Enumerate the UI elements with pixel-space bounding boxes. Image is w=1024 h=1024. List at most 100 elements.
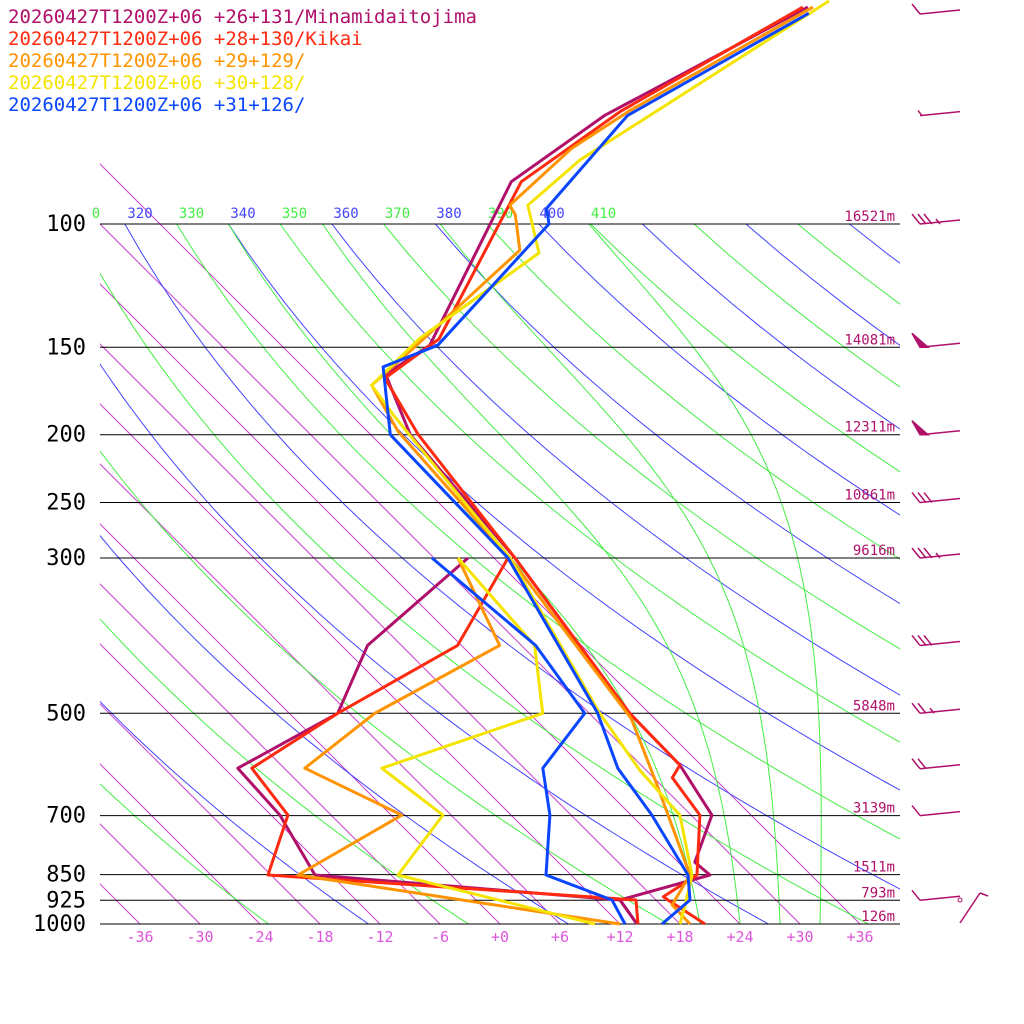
- temperature-line-series-3: [370, 0, 830, 925]
- barb-full: [923, 213, 933, 225]
- profiles: [236, 0, 830, 926]
- barb-pennant: [911, 420, 930, 436]
- barb-shaft: [919, 810, 961, 817]
- x-tick-label: -36: [126, 928, 153, 946]
- height-label: 9616m: [853, 543, 895, 559]
- dry-adiabat-line: [797, 224, 900, 305]
- x-tick-label: -12: [366, 928, 393, 946]
- dry-adiabats: [100, 224, 900, 924]
- theta-label: 320: [127, 206, 152, 222]
- height-label: 5848m: [853, 698, 895, 714]
- barb-shaft: [919, 110, 961, 117]
- dry-adiabat-line: [227, 224, 900, 791]
- calm-circle: [957, 897, 963, 903]
- dry-adiabat-line: [745, 224, 900, 346]
- barb-full: [923, 547, 933, 559]
- height-label: 3139m: [853, 801, 895, 817]
- isotherm-line: [100, 823, 201, 924]
- pressure-label: 1000: [33, 912, 86, 937]
- temperature-line-series-0: [384, 5, 809, 925]
- wind-barb: [911, 420, 961, 436]
- wind-barb: [911, 702, 961, 715]
- dewpoint-line-series-1: [250, 557, 640, 925]
- wind-barbs: [911, 3, 961, 902]
- x-tick-label: +30: [786, 928, 813, 946]
- barb-half: [935, 552, 941, 559]
- barb-full: [923, 634, 933, 646]
- theta-label: 400: [539, 206, 564, 222]
- isotherm-line: [100, 343, 681, 924]
- x-tick-label: +6: [551, 928, 569, 946]
- theta-label: 0: [92, 206, 100, 222]
- temperature-line-series-1: [383, 5, 804, 926]
- barb-shaft: [919, 9, 961, 15]
- pressure-label: 300: [46, 546, 86, 571]
- barb-full: [911, 805, 921, 817]
- barb-shaft: [919, 497, 961, 504]
- wind-barb: [911, 3, 961, 15]
- height-label: 14081m: [844, 332, 895, 348]
- wind-barb: [911, 889, 961, 902]
- x-tick-label: +18: [666, 928, 693, 946]
- dry-adiabat-line: [693, 224, 900, 388]
- barb-shaft: [919, 219, 961, 225]
- height-label: 793m: [861, 885, 895, 901]
- isotherm-line: [100, 583, 441, 924]
- dewpoint-line-series-4: [431, 556, 627, 925]
- dry-adiabat-line: [538, 224, 900, 516]
- barb-full: [917, 758, 927, 770]
- isotherm-line: [100, 403, 621, 924]
- legend-entry-0: 20260427T1200Z+06 +26+131/Minamidaitojim…: [8, 6, 477, 28]
- pressure-label: 850: [46, 863, 86, 888]
- isotherm-line: [100, 643, 381, 924]
- moist-adiabat-line: [439, 224, 781, 924]
- dry-adiabat-line: [383, 224, 900, 650]
- barb-shaft: [919, 708, 961, 715]
- pressure-label: 100: [46, 212, 86, 237]
- height-label: 1511m: [853, 860, 895, 876]
- pressure-label: 500: [46, 701, 86, 726]
- pressure-label: 700: [46, 804, 86, 829]
- barb-full: [917, 634, 927, 646]
- dewpoint-line-series-2: [296, 557, 621, 926]
- isotherm-line: [100, 223, 801, 924]
- barb-half: [917, 110, 923, 117]
- isotherm-line: [100, 763, 261, 924]
- height-label: 10861m: [844, 488, 895, 504]
- barb-full: [911, 758, 921, 770]
- isotherm-line: [0, 115, 20, 924]
- x-tick-label: -18: [306, 928, 333, 946]
- dry-adiabat-line: [100, 450, 669, 924]
- barb-full: [917, 492, 927, 504]
- barb-half: [929, 707, 935, 714]
- height-label: 126m: [861, 909, 895, 925]
- surface-barb-tick: [979, 892, 989, 897]
- legend: 20260427T1200Z+06 +26+131/Minamidaitojim…: [8, 6, 477, 116]
- moist-adiabat-line: [588, 224, 822, 924]
- dry-adiabat-line: [124, 224, 900, 890]
- barb-full: [923, 492, 933, 504]
- barb-full: [911, 492, 921, 504]
- theta-label: 360: [333, 206, 358, 222]
- isotherm-line: [100, 283, 741, 924]
- barb-shaft: [919, 553, 961, 559]
- theta-label: 370: [385, 206, 410, 222]
- dry-adiabat-line: [176, 224, 900, 840]
- pressure-label: 200: [46, 423, 86, 448]
- legend-entry-2: 20260427T1200Z+06 +29+129/: [8, 50, 306, 72]
- legend-entry-4: 20260427T1200Z+06 +31+126/: [8, 94, 306, 116]
- theta-label: 340: [230, 206, 255, 222]
- barb-pennant: [911, 332, 930, 349]
- height-label: 12311m: [844, 420, 895, 436]
- wind-barb: [911, 332, 961, 349]
- theta-label: 350: [282, 206, 307, 222]
- barb-full: [911, 547, 921, 559]
- moist-adiabat-line: [322, 224, 741, 924]
- barb-full: [911, 213, 921, 225]
- pressure-label: 150: [46, 335, 86, 360]
- legend-entry-1: 20260427T1200Z+06 +28+130/Kikai: [8, 28, 363, 50]
- height-label: 16521m: [844, 209, 895, 225]
- theta-label: 410: [591, 206, 616, 222]
